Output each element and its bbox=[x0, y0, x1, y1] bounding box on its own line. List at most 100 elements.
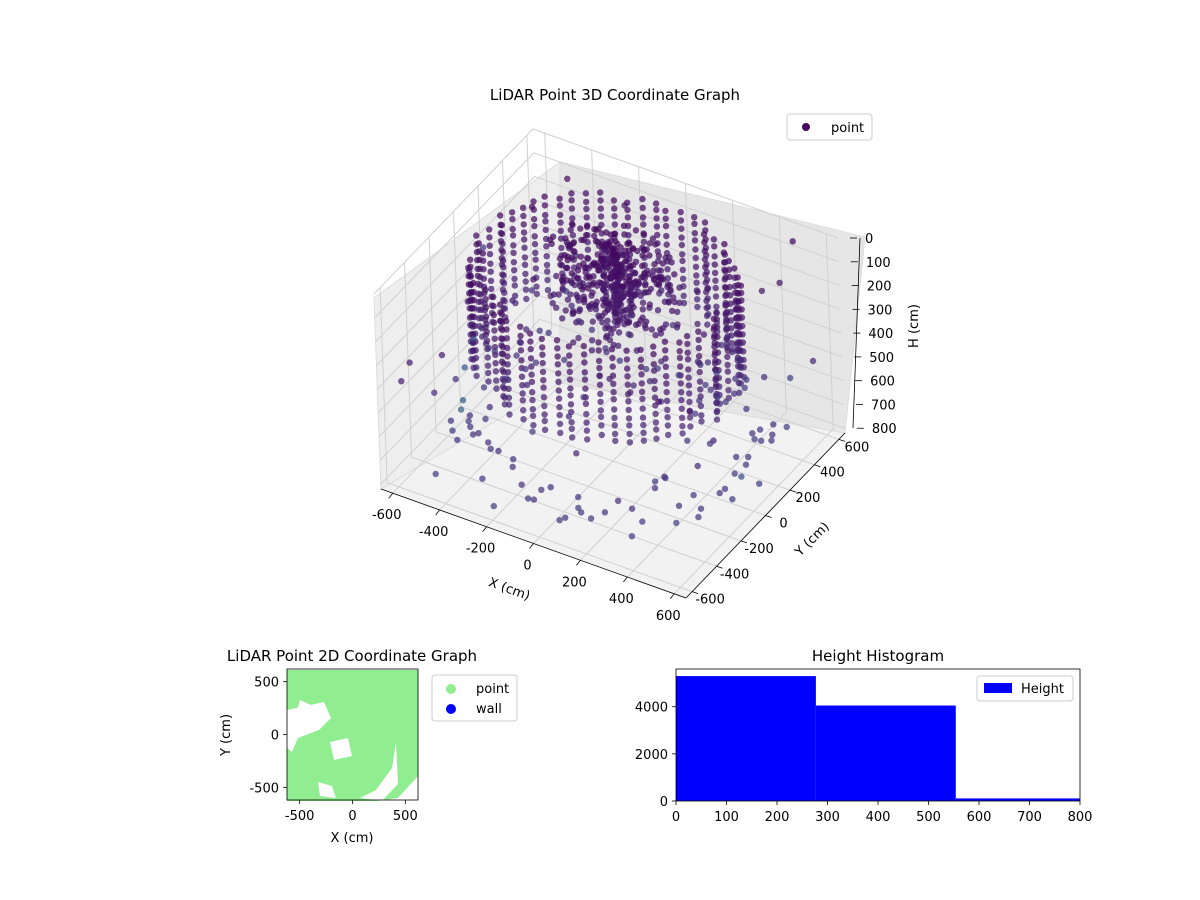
cloud-point bbox=[568, 220, 576, 227]
grid-y-line bbox=[526, 135, 840, 440]
x-tick-label-2d: 0 bbox=[348, 809, 356, 824]
cloud-point bbox=[522, 365, 529, 373]
hist-y-tick-label: 4000 bbox=[635, 701, 668, 716]
cloud-point bbox=[624, 214, 631, 221]
legend-3d: point bbox=[786, 113, 873, 141]
cloud-point bbox=[568, 425, 575, 432]
cloud-point bbox=[648, 326, 655, 333]
cloud-point bbox=[611, 406, 618, 413]
cloud-point bbox=[725, 387, 732, 394]
x-tick-mark bbox=[529, 543, 534, 549]
cloud-point bbox=[491, 348, 498, 355]
cloud-point bbox=[475, 430, 482, 437]
cloud-point bbox=[528, 378, 536, 386]
cloud-point bbox=[626, 439, 634, 446]
cloud-point bbox=[704, 303, 712, 310]
cloud-point bbox=[567, 385, 574, 392]
cloud-point bbox=[473, 364, 480, 371]
cloud-point bbox=[692, 254, 699, 262]
cloud-point bbox=[602, 288, 609, 296]
cloud-point bbox=[471, 313, 478, 321]
cloud-point bbox=[611, 422, 618, 429]
cloud-point bbox=[520, 221, 527, 228]
cloud-point bbox=[602, 325, 609, 332]
hist-bar bbox=[955, 798, 1080, 801]
cloud-point bbox=[615, 268, 623, 276]
cloud-point bbox=[486, 242, 493, 249]
cloud-point bbox=[580, 342, 587, 350]
cloud-point bbox=[539, 359, 546, 367]
cloud-point bbox=[736, 389, 743, 396]
cloud-point bbox=[677, 217, 685, 224]
cloud-point bbox=[738, 473, 745, 480]
cloud-point bbox=[658, 273, 665, 281]
cloud-point bbox=[540, 377, 547, 384]
cloud-point bbox=[532, 256, 539, 263]
cloud-point bbox=[606, 375, 613, 383]
cloud-point bbox=[465, 418, 472, 425]
cloud-point bbox=[711, 323, 718, 331]
cloud-point bbox=[480, 384, 488, 391]
cloud-point bbox=[669, 321, 676, 329]
cloud-point bbox=[639, 204, 646, 212]
cloud-point bbox=[470, 279, 477, 287]
cloud-point bbox=[729, 496, 736, 503]
y-axis-label: Y (cm) bbox=[792, 519, 833, 560]
cloud-point bbox=[583, 427, 591, 434]
cloud-point bbox=[678, 405, 685, 412]
cloud-point bbox=[543, 261, 551, 269]
cloud-point bbox=[619, 252, 626, 259]
x-tick-label: 600 bbox=[656, 609, 681, 624]
cloud-point bbox=[452, 375, 459, 383]
cloud-point bbox=[617, 292, 624, 300]
cloud-point bbox=[625, 406, 632, 414]
cloud-point bbox=[691, 214, 698, 221]
cloud-point bbox=[638, 388, 646, 395]
cloud-point bbox=[529, 406, 536, 413]
cloud-point bbox=[610, 260, 617, 267]
cloud-point bbox=[721, 259, 729, 266]
hist-x-tick-label: 0 bbox=[672, 810, 680, 825]
cloud-point bbox=[573, 291, 580, 298]
hist-bar bbox=[815, 705, 956, 801]
cloud-point bbox=[562, 307, 569, 314]
x-tick-label: 400 bbox=[609, 592, 634, 607]
cloud-point bbox=[596, 381, 604, 388]
cloud-point bbox=[685, 366, 692, 373]
cloud-point bbox=[596, 314, 603, 322]
point-area bbox=[287, 670, 418, 801]
cloud-point bbox=[686, 408, 694, 415]
z-tick-label: 0 bbox=[865, 232, 873, 247]
cloud-point bbox=[625, 330, 632, 338]
legend-hist-box bbox=[976, 675, 1074, 702]
cloud-point bbox=[632, 278, 639, 285]
cloud-point bbox=[627, 312, 635, 319]
cloud-point bbox=[582, 190, 590, 197]
cloud-point bbox=[643, 246, 650, 253]
cloud-point bbox=[608, 282, 616, 289]
cloud-point bbox=[674, 308, 681, 316]
cloud-point bbox=[472, 354, 480, 362]
cloud-point bbox=[547, 484, 554, 491]
cloud-point bbox=[509, 232, 517, 239]
cloud-point bbox=[639, 299, 647, 306]
cloud-point bbox=[584, 254, 591, 262]
cloud-point bbox=[509, 297, 516, 304]
cloud-point bbox=[639, 405, 646, 412]
cloud-point bbox=[471, 322, 478, 330]
z-axis-label: H (cm) bbox=[907, 304, 922, 348]
cloud-point bbox=[543, 253, 550, 260]
cloud-point bbox=[531, 233, 538, 240]
cloud-point bbox=[703, 276, 711, 284]
x-tick-mark bbox=[435, 509, 440, 516]
cloud-point bbox=[527, 345, 534, 353]
cloud-point bbox=[646, 378, 654, 385]
cloud-point bbox=[658, 287, 665, 294]
cloud-point bbox=[530, 216, 538, 223]
cloud-point bbox=[640, 221, 647, 228]
cloud-point bbox=[555, 378, 562, 385]
cloud-point bbox=[714, 407, 721, 415]
cloud-point bbox=[723, 308, 731, 316]
cloud-point bbox=[723, 301, 730, 308]
cloud-point bbox=[646, 252, 653, 259]
